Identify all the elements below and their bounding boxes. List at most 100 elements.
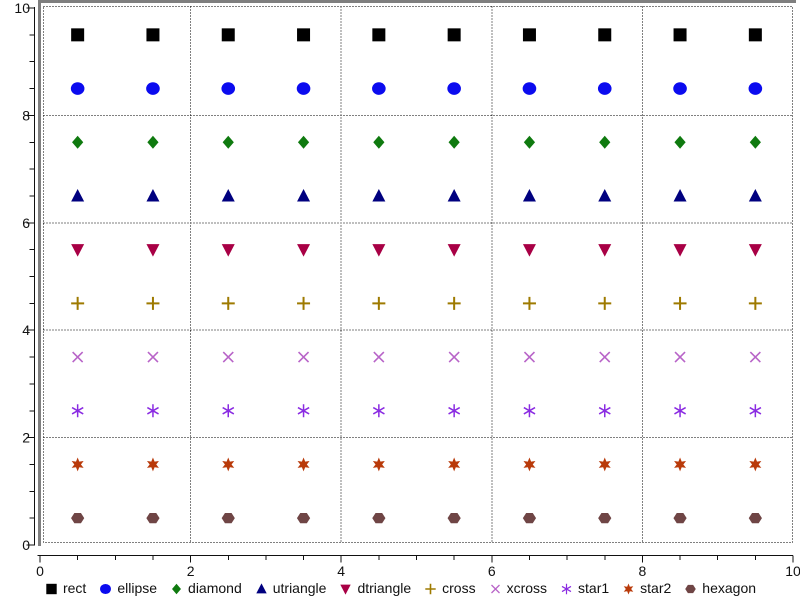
marker-utriangle <box>447 188 461 202</box>
marker-diamond <box>599 135 611 149</box>
legend-marker-star2-icon <box>623 582 634 595</box>
marker-ellipse <box>296 82 311 95</box>
series-utriangle <box>71 188 762 202</box>
legend-marker-star1-icon <box>561 583 572 594</box>
series-cross <box>71 296 762 310</box>
marker-utriangle <box>71 188 85 202</box>
marker-dtriangle <box>340 584 352 595</box>
marker-cross <box>598 296 612 310</box>
marker-hexagon <box>748 513 762 524</box>
marker-ellipse <box>221 82 236 95</box>
legend-item-utriangle: utriangle <box>254 580 327 596</box>
marker-xcross <box>674 351 686 363</box>
marker-star2 <box>598 457 611 472</box>
marker-rect <box>221 28 235 42</box>
legend-label: diamond <box>188 580 242 596</box>
marker-utriangle <box>748 188 762 202</box>
legend-marker-diamond-icon <box>172 583 182 594</box>
marker-star2 <box>146 457 159 472</box>
marker-dtriangle <box>673 244 687 257</box>
legend-label: cross <box>442 580 476 596</box>
marker-diamond <box>373 135 385 149</box>
legend-marker-cross-icon <box>425 583 436 594</box>
plot-panel[interactable] <box>38 0 796 546</box>
marker-star1 <box>523 404 536 418</box>
series-hexagon <box>71 513 762 524</box>
marker-star1 <box>372 404 385 418</box>
marker-rect <box>71 28 85 42</box>
marker-utriangle <box>256 582 267 593</box>
legend-item-ellipse: ellipse <box>98 580 157 596</box>
marker-star2 <box>222 457 235 472</box>
marker-dtriangle <box>221 244 235 257</box>
x-tick-label: 4 <box>337 563 345 579</box>
marker-star1 <box>561 583 572 594</box>
marker-utriangle <box>221 188 235 202</box>
legend-label: utriangle <box>272 580 327 596</box>
marker-hexagon <box>146 513 160 524</box>
marker-utriangle <box>522 188 536 202</box>
marker-diamond <box>147 135 159 149</box>
marker-ellipse <box>597 82 612 95</box>
legend-label: star2 <box>640 580 672 596</box>
marker-ellipse <box>447 82 461 95</box>
marker-xcross <box>749 351 761 363</box>
marker-star2 <box>297 457 310 472</box>
x-axis: 0 2 4 6 8 10 <box>36 555 800 579</box>
marker-star1 <box>146 404 159 418</box>
series-diamond <box>72 135 761 149</box>
marker-hexagon <box>296 513 311 524</box>
x-tick-label: 6 <box>488 563 496 579</box>
marker-hexagon <box>598 513 612 524</box>
series-star2 <box>71 457 762 472</box>
marker-star1 <box>674 404 687 418</box>
marker-utriangle <box>673 188 687 202</box>
legend-label: rect <box>62 580 87 596</box>
marker-star1 <box>598 404 611 418</box>
marker-cross <box>447 296 461 310</box>
marker-utriangle <box>146 188 160 202</box>
marker-diamond <box>674 135 686 149</box>
legend-marker-rect-icon <box>46 583 57 594</box>
legend-item-star1: star1 <box>559 580 609 596</box>
marker-rect <box>522 28 536 42</box>
y-axis: 0 2 4 6 8 10 <box>14 0 35 553</box>
marker-ellipse <box>70 82 85 95</box>
marker-diamond <box>222 135 234 149</box>
marker-xcross <box>599 351 611 363</box>
marker-star2 <box>749 457 762 472</box>
marker-xcross <box>72 351 84 363</box>
series-markers <box>70 28 763 524</box>
marker-star2 <box>523 457 536 472</box>
marker-xcross <box>490 584 500 593</box>
marker-star2 <box>623 582 634 595</box>
marker-hexagon <box>447 513 461 524</box>
marker-rect <box>748 28 762 42</box>
marker-rect <box>598 28 612 42</box>
y-tick-label: 2 <box>22 430 30 446</box>
x-tick-label: 10 <box>785 563 800 579</box>
marker-dtriangle <box>146 244 160 257</box>
marker-utriangle <box>297 188 311 202</box>
legend-marker-dtriangle-icon <box>340 584 352 595</box>
y-tick-label: 0 <box>22 537 30 553</box>
marker-dtriangle <box>522 244 536 257</box>
x-tick-label: 8 <box>639 563 647 579</box>
marker-cross <box>425 583 436 594</box>
legend-marker-ellipse-icon <box>100 583 112 594</box>
marker-rect <box>673 28 687 42</box>
y-tick-label: 4 <box>22 322 30 338</box>
marker-xcross <box>448 351 460 363</box>
marker-star2 <box>372 457 385 472</box>
marker-cross <box>221 296 235 310</box>
marker-xcross <box>222 351 234 363</box>
marker-cross <box>522 296 536 310</box>
legend-label: hexagon <box>702 580 757 596</box>
legend-marker-xcross-icon <box>490 584 500 593</box>
marker-dtriangle <box>372 244 386 257</box>
marker-cross <box>673 296 687 310</box>
series-rect <box>71 28 762 42</box>
marker-star1 <box>297 404 310 418</box>
legend-item-dtriangle: dtriangle <box>338 580 411 596</box>
